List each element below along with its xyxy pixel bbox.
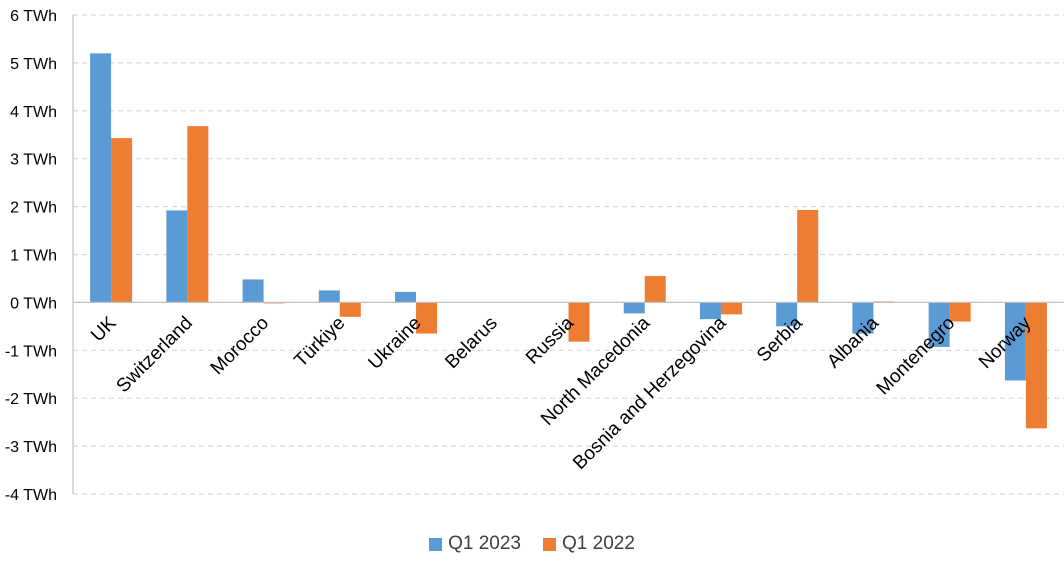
legend-swatch-series-1 [429, 537, 443, 551]
y-tick-label: -3 TWh [5, 439, 57, 456]
x-tick-label: Türkiye [290, 313, 349, 372]
bar-series-1 [1004, 302, 1026, 381]
legend-label-series-1: Q1 2023 [448, 533, 521, 554]
bar-series-2 [416, 302, 438, 334]
bar-series-1 [852, 302, 874, 334]
y-tick-label: -4 TWh [5, 487, 57, 504]
bar-series-2 [111, 138, 133, 303]
x-tick-label: Bosnia and Herzegovina [569, 312, 731, 474]
bar-series-1 [318, 290, 340, 303]
x-tick-label: Belarus [441, 313, 501, 373]
bar-series-1 [166, 210, 188, 303]
bar-series-2 [644, 276, 666, 303]
bar-series-2 [568, 302, 590, 342]
bar-series-1 [699, 302, 721, 320]
y-tick-label: 6 TWh [10, 8, 57, 25]
y-tick-label: 0 TWh [10, 295, 57, 312]
y-tick-label: -1 TWh [5, 343, 57, 360]
y-tick-label: 4 TWh [10, 104, 57, 121]
y-tick-label: 5 TWh [10, 56, 57, 73]
legend: Q1 2023 Q1 2022 [0, 533, 1064, 555]
bar-series-1 [242, 279, 264, 303]
y-tick-label: 3 TWh [10, 152, 57, 169]
bar-series-1 [776, 302, 798, 327]
y-tick-label: 1 TWh [10, 248, 57, 265]
y-axis-tick-labels: 6 TWh 5 TWh 4 TWh 3 TWh 2 TWh 1 TWh 0 TWh -1 TW… [5, 8, 57, 504]
x-tick-label: Morocco [207, 313, 273, 379]
bar-series-1 [90, 53, 112, 303]
bar-series-2 [187, 126, 209, 303]
x-tick-label: Switzerland [113, 313, 197, 397]
bar-series-2 [949, 302, 971, 322]
x-tick-label: Ukraine [364, 313, 425, 374]
bar-series-2 [720, 302, 742, 315]
x-tick-label: Montenegro [873, 313, 960, 400]
y-tick-label: -2 TWh [5, 391, 57, 408]
bar-series-2 [1025, 302, 1047, 429]
bar-series-2 [797, 209, 819, 303]
bar-series-1 [623, 302, 645, 314]
y-tick-label: 2 TWh [10, 200, 57, 217]
legend-label-series-2: Q1 2022 [562, 533, 635, 554]
axes [72, 15, 1064, 494]
bar-series-1 [928, 302, 950, 347]
legend-swatch-series-2 [543, 537, 556, 551]
legend-item-series-2: Q1 2022 [543, 533, 635, 555]
bar-series-1 [395, 291, 417, 303]
legend-item-series-1: Q1 2023 [429, 533, 521, 555]
bar-series-2 [339, 302, 361, 317]
gridlines [73, 14, 1064, 495]
x-tick-label: UK [87, 312, 121, 346]
bars [90, 53, 1047, 429]
